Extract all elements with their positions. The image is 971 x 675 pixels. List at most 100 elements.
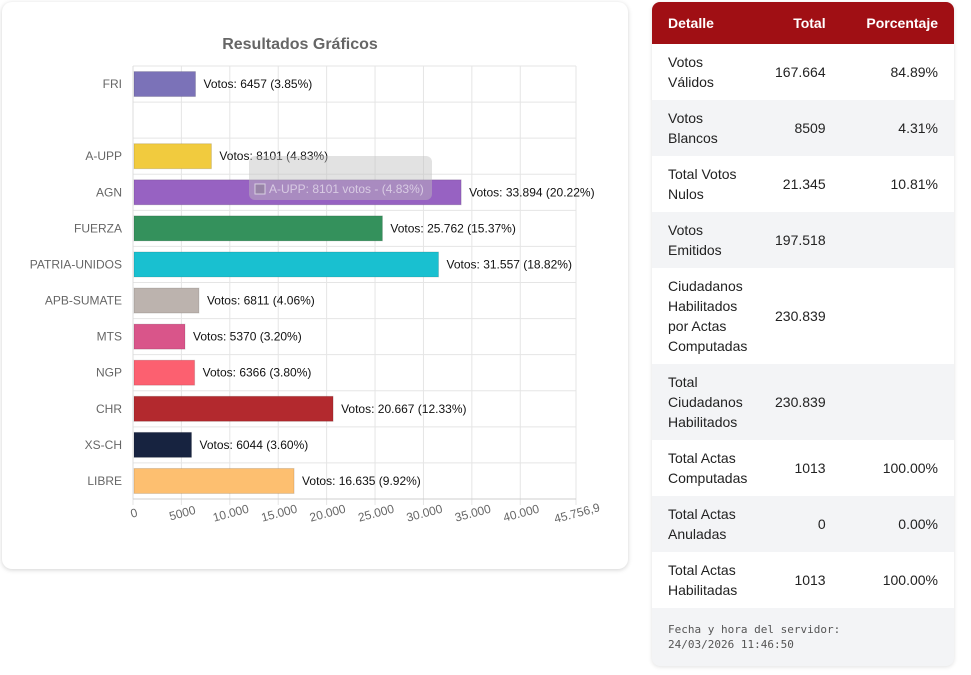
bar-data-label: Votos: 33.894 (20.22%) — [469, 185, 594, 199]
cell-detalle-line: por Actas — [668, 318, 727, 334]
cell-detalle-line: Votos — [668, 222, 704, 238]
bar-fuerza[interactable] — [133, 215, 383, 242]
cell-total: 230.839 — [775, 308, 826, 324]
cell-detalle-line: Votos — [668, 54, 704, 70]
bar-xs-ch[interactable] — [133, 431, 193, 458]
bar-data-label: Votos: 20.667 (12.33%) — [341, 402, 466, 416]
results-table-card: Detalle Total Porcentaje Votos Válidos 167… — [652, 2, 954, 666]
header-porcentaje: Porcentaje — [866, 15, 938, 31]
table-row: Total Ciudadanos Habilitados 230.839 — [652, 364, 954, 440]
cell-detalle-line: Nulos — [668, 186, 704, 202]
cell-total: 230.839 — [775, 394, 826, 410]
cell-detalle-line: Total Actas — [668, 506, 736, 522]
cell-porcentaje: 10.81% — [890, 176, 938, 192]
cell-detalle: Ciudadanos Habilitados por Actas Computadas — [652, 268, 752, 364]
cell-detalle-line: Anuladas — [668, 526, 727, 542]
cell-porcentaje — [842, 268, 954, 364]
cell-porcentaje: 4.31% — [898, 120, 938, 136]
cell-detalle-line: Ciudadanos — [668, 278, 743, 294]
chart-tooltip: A-UPP: 8101 votos - (4.83%) — [249, 156, 432, 200]
x-tick-label: 10.000 — [211, 502, 250, 525]
cell-total: 1013 — [794, 460, 826, 476]
bar-data-label: Votos: 6044 (3.60%) — [200, 438, 309, 452]
table-row: Votos Emitidos 197.518 — [652, 212, 954, 268]
x-tick-label: 5000 — [168, 503, 198, 524]
cell-detalle-line: Válidos — [668, 74, 714, 90]
table-row: Total Actas Anuladas 0 0.00% — [652, 496, 954, 552]
cell-detalle-line: Emitidos — [668, 242, 722, 258]
category-label: MTS — [97, 330, 122, 344]
server-time: Fecha y hora del servidor: 24/03/2026 11… — [652, 608, 954, 652]
results-table: Detalle Total Porcentaje Votos Válidos 167… — [652, 2, 954, 608]
cell-detalle: Votos Emitidos — [652, 212, 752, 268]
x-tick-label: 15.000 — [260, 502, 299, 525]
chart-title: Resultados Gráficos — [222, 36, 378, 53]
cell-detalle-line: Habilitados — [668, 298, 738, 314]
cell-porcentaje: 100.00% — [882, 460, 938, 476]
bar-data-label: Votos: 6457 (3.85%) — [204, 77, 313, 91]
bar-data-label: Votos: 16.635 (9.92%) — [302, 474, 421, 488]
cell-detalle-line: Habilitados — [668, 414, 738, 430]
table-row: Ciudadanos Habilitados por Actas Computadas… — [652, 268, 954, 364]
bar-data-label: Votos: 5370 (3.20%) — [193, 330, 302, 344]
cell-detalle-line: Computadas — [668, 338, 748, 354]
server-time-value: 24/03/2026 11:46:50 — [668, 638, 794, 651]
x-tick-label: 45.756,9 — [553, 500, 602, 526]
cell-detalle-line: Blancos — [668, 130, 718, 146]
cell-detalle: Total Actas Anuladas — [652, 496, 752, 552]
bar-agn[interactable] — [133, 179, 462, 206]
cell-detalle-line: Total Votos — [668, 166, 737, 182]
bar-mts[interactable] — [133, 323, 186, 350]
table-row: Votos Blancos 8509 4.31% — [652, 100, 954, 156]
category-label: PATRIA-UNIDOS — [30, 257, 122, 271]
bar-ngp[interactable] — [133, 359, 196, 386]
bar-apb-sumate[interactable] — [133, 287, 200, 314]
bar-chr[interactable] — [133, 395, 334, 422]
chart-grid — [132, 65, 577, 505]
cell-porcentaje — [842, 212, 954, 268]
cell-detalle-line: Votos — [668, 110, 704, 126]
x-tick-label: 0 — [129, 505, 139, 520]
cell-detalle-line: Ciudadanos — [668, 394, 743, 410]
bar-data-label: Votos: 25.762 (15.37%) — [390, 221, 515, 235]
category-label: CHR — [96, 402, 122, 416]
cell-total: 8509 — [794, 120, 826, 136]
cell-detalle-line: Total — [668, 374, 698, 390]
tooltip-swatch — [254, 183, 266, 195]
bar-data-label: Votos: 31.557 (18.82%) — [447, 257, 572, 271]
table-row: Total Votos Nulos 21.345 10.81% — [652, 156, 954, 212]
table-header-row: Detalle Total Porcentaje — [652, 2, 954, 44]
tooltip-box — [249, 156, 432, 200]
x-tick-label: 25.000 — [356, 502, 395, 525]
category-label: LIBRE — [87, 474, 122, 488]
cell-detalle: Total Actas Computadas — [652, 440, 752, 496]
bar-patria-unidos[interactable] — [133, 251, 440, 278]
cell-total: 197.518 — [775, 232, 826, 248]
cell-porcentaje: 100.00% — [882, 572, 938, 588]
bar-chart[interactable]: Resultados Gráficos 0 5000 10.000 15.000 20.… — [2, 2, 628, 569]
cell-detalle-line: Habilitadas — [668, 582, 738, 598]
cell-total: 0 — [817, 516, 826, 532]
bar-fri[interactable] — [133, 71, 197, 98]
category-label: A-UPP — [85, 149, 122, 163]
header-detalle: Detalle — [668, 15, 714, 31]
category-label: XS-CH — [85, 438, 122, 452]
chart-card: Resultados Gráficos 0 5000 10.000 15.000 20.… — [2, 2, 628, 569]
cell-detalle-line: Total Actas — [668, 450, 736, 466]
category-label: AGN — [96, 185, 122, 199]
cell-detalle: Votos Blancos — [652, 100, 752, 156]
chart-bars — [133, 71, 462, 494]
bar-data-label: Votos: 6366 (3.80%) — [203, 366, 312, 380]
cell-detalle: Total Actas Habilitadas — [652, 552, 752, 608]
cell-porcentaje: 84.89% — [890, 64, 938, 80]
x-tick-label: 30.000 — [405, 502, 444, 525]
bar-libre[interactable] — [133, 467, 295, 494]
x-tick-label: 35.000 — [453, 502, 492, 525]
cell-total: 167.664 — [775, 64, 826, 80]
header-total: Total — [793, 15, 826, 31]
bar-a-upp[interactable] — [133, 143, 212, 170]
table-row: Total Actas Habilitadas 1013 100.00% — [652, 552, 954, 608]
cell-total: 1013 — [794, 572, 826, 588]
x-tick-label: 40.000 — [502, 502, 541, 525]
category-label: FRI — [103, 77, 122, 91]
